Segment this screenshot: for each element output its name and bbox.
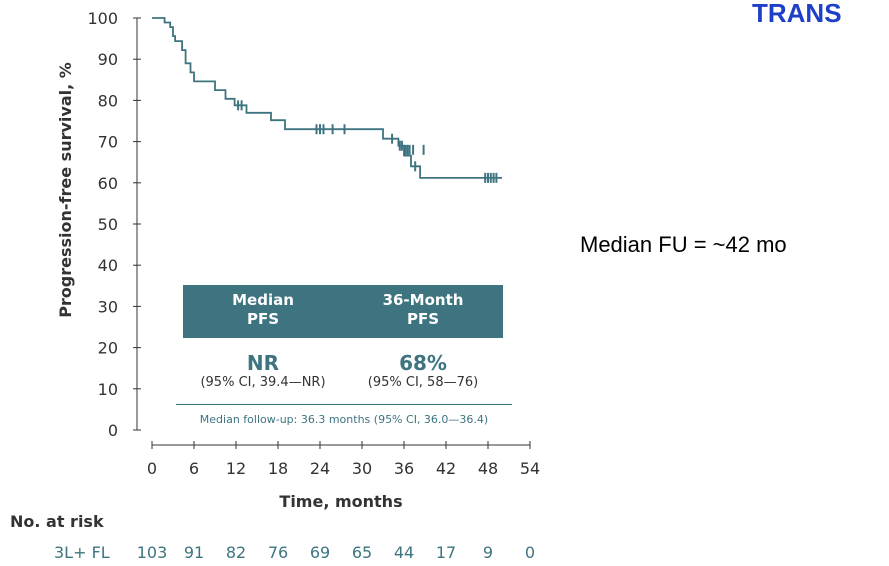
median-pfs-ci: (95% CI, 39.4—NR): [200, 375, 326, 390]
risk-count-18: 76: [267, 543, 289, 562]
x-tick-label-30: 30: [352, 459, 372, 478]
risk-count-24: 69: [309, 543, 331, 562]
slide-title: TRANS: [752, 0, 842, 28]
risk-count-12: 82: [225, 543, 247, 562]
y-tick-label-30: 30: [98, 297, 118, 316]
y-tick-label-100: 100: [87, 9, 118, 28]
36-month-pfs-cell: 68% (95% CI, 58—76): [343, 352, 503, 392]
x-tick-label-54: 54: [520, 459, 540, 478]
y-tick-label-70: 70: [98, 133, 118, 152]
risk-count-42: 17: [435, 543, 457, 562]
36-month-pfs-header-line1: 36-Month: [382, 291, 464, 309]
y-tick-label-90: 90: [98, 50, 118, 69]
x-tick-label-18: 18: [268, 459, 288, 478]
y-tick-label-20: 20: [98, 339, 118, 358]
x-axis-title: Time, months: [279, 492, 402, 511]
median-followup: Median follow-up: 36.3 months (95% CI, 3…: [199, 413, 489, 426]
median-pfs-header-line2: PFS: [246, 310, 280, 328]
y-tick-label-60: 60: [98, 174, 118, 193]
km-curve-group: [152, 17, 502, 183]
median-pfs-header: Median PFS: [183, 285, 343, 338]
x-tick-label-24: 24: [310, 459, 330, 478]
x-tick-label-42: 42: [436, 459, 456, 478]
x-tick-label-0: 0: [147, 459, 157, 478]
axes: 0 10 20 30 40 50 60 70 80 90 100 0 6 12 18 24 30 36 42 48 54: [87, 9, 540, 478]
risk-count-48: 9: [482, 543, 494, 562]
risk-count-0: 103: [136, 543, 168, 562]
risk-count-30: 65: [351, 543, 373, 562]
36-month-pfs-ci: (95% CI, 58—76): [367, 375, 479, 390]
x-tick-label-6: 6: [189, 459, 199, 478]
summary-values: NR (95% CI, 39.4—NR) 68% (95% CI, 58—76): [183, 352, 503, 392]
36-month-pfs-header: 36-Month PFS: [343, 285, 503, 338]
risk-count-54: 0: [524, 543, 536, 562]
followup-divider: [176, 404, 512, 405]
y-tick-label-80: 80: [98, 91, 118, 110]
median-pfs-cell: NR (95% CI, 39.4—NR): [183, 352, 343, 392]
x-tick-label-36: 36: [394, 459, 414, 478]
y-axis-title: Progression-free survival, %: [56, 62, 75, 318]
36-month-pfs-header-line2: PFS: [406, 310, 440, 328]
x-tick-label-12: 12: [226, 459, 246, 478]
risk-row-label: 3L+ FL: [54, 543, 110, 562]
y-tick-label-40: 40: [98, 256, 118, 275]
median-pfs-header-line1: Median: [232, 291, 294, 309]
y-tick-label-0: 0: [108, 421, 118, 440]
km-curve-line: [152, 17, 502, 179]
36-month-pfs-value: 68%: [399, 351, 447, 375]
y-tick-label-50: 50: [98, 215, 118, 234]
risk-count-36: 44: [393, 543, 415, 562]
median-pfs-value: NR: [246, 351, 280, 375]
y-tick-label-10: 10: [98, 380, 118, 399]
risk-count-6: 91: [183, 543, 205, 562]
summary-header: Median PFS 36-Month PFS: [183, 285, 503, 338]
risk-table-title: No. at risk: [10, 512, 104, 531]
x-tick-label-48: 48: [478, 459, 498, 478]
median-fu-note: Median FU = ~42 mo: [580, 232, 787, 257]
